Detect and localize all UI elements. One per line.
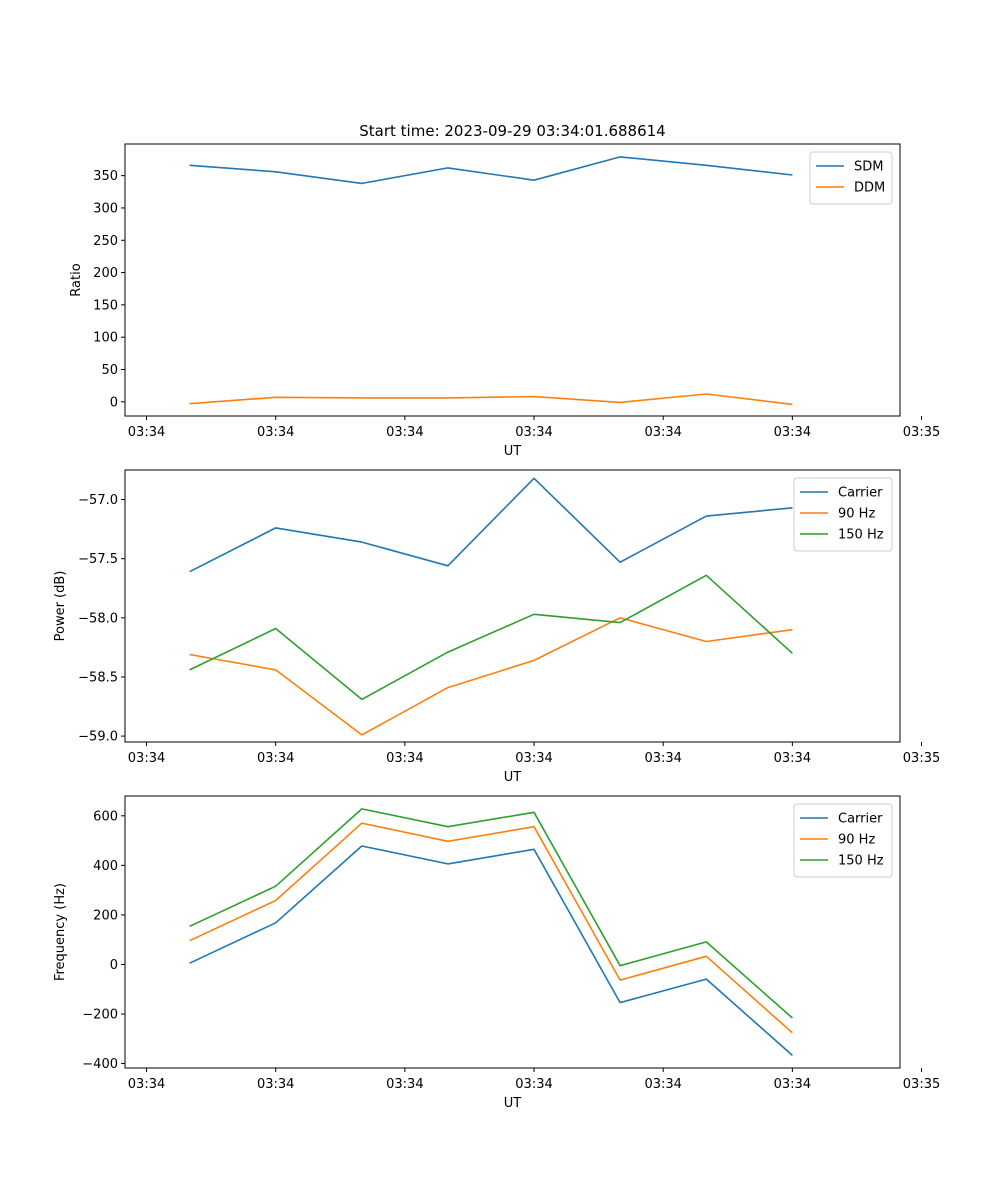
- y-tick-label: 250: [93, 234, 118, 249]
- x-tick-label: 03:34: [774, 1077, 811, 1092]
- y-tick-label: −57.0: [78, 493, 118, 508]
- legend-box: [793, 477, 893, 552]
- legend: Carrier 90 Hz 150 Hz: [793, 803, 893, 878]
- x-tick-label: 03:34: [644, 425, 681, 440]
- y-tick-label: 400: [93, 859, 118, 874]
- x-tick-label: 03:34: [128, 1077, 165, 1092]
- x-tick-label: 03:34: [128, 425, 165, 440]
- x-axis-label: UT: [504, 444, 522, 459]
- y-tick-label: 200: [93, 908, 118, 923]
- axes-frame: [124, 795, 901, 1069]
- x-tick-label: 03:34: [386, 425, 423, 440]
- y-tick-label: 350: [93, 169, 118, 184]
- y-tick-label: 0: [110, 958, 118, 973]
- legend-label: DDM: [854, 181, 885, 196]
- legend-box: [809, 151, 893, 205]
- y-tick-label: 50: [101, 363, 118, 378]
- chart-title: Start time: 2023-09-29 03:34:01.688614: [359, 122, 665, 140]
- y-tick-label: 0: [110, 395, 118, 410]
- x-tick-label: 03:34: [257, 1077, 294, 1092]
- series-line-ddm: [189, 393, 793, 406]
- legend-label: 90 Hz: [838, 833, 875, 848]
- x-tick-label: 03:34: [644, 751, 681, 766]
- x-tick-label: 03:34: [515, 1077, 552, 1092]
- x-axis-label: UT: [504, 770, 522, 785]
- series-line-90-hz: [189, 616, 793, 736]
- legend: SDM DDM: [809, 151, 893, 205]
- x-tick-label: 03:34: [128, 751, 165, 766]
- legend: Carrier 90 Hz 150 Hz: [793, 477, 893, 552]
- axes-frame: [124, 469, 901, 743]
- y-axis-label: Power (dB): [53, 571, 68, 642]
- axes-frame: [124, 143, 901, 417]
- y-tick-label: 100: [93, 331, 118, 346]
- y-tick-label: −400: [82, 1057, 118, 1072]
- series-line-carrier: [189, 845, 793, 1056]
- y-tick-label: −200: [82, 1007, 118, 1022]
- series-line-carrier: [189, 477, 793, 573]
- chart-panel-2: 03:34 03:34 03:34 03:34 03:34 03:34 03:35 −59.0…: [53, 469, 940, 785]
- x-tick-label: 03:34: [774, 425, 811, 440]
- series-line-150-hz: [189, 808, 793, 1019]
- x-tick-label: 03:35: [903, 751, 940, 766]
- legend-label: Carrier: [838, 812, 883, 827]
- legend-label: 150 Hz: [838, 528, 884, 543]
- chart-panel-3: 03:34 03:34 03:34 03:34 03:34 03:34 03:35 −400 −…: [53, 795, 940, 1111]
- chart-panel-1: Start time: 2023-09-29 03:34:01.68861403…: [69, 122, 940, 459]
- x-tick-label: 03:35: [903, 425, 940, 440]
- x-tick-label: 03:34: [515, 425, 552, 440]
- y-tick-label: −58.5: [78, 670, 118, 685]
- series-line-sdm: [189, 156, 793, 185]
- y-tick-label: −57.5: [78, 552, 118, 567]
- legend-label: 90 Hz: [838, 507, 875, 522]
- x-tick-label: 03:34: [257, 751, 294, 766]
- x-tick-label: 03:34: [257, 425, 294, 440]
- y-tick-label: 300: [93, 201, 118, 216]
- legend-box: [793, 803, 893, 878]
- x-tick-label: 03:34: [515, 751, 552, 766]
- y-tick-label: 150: [93, 298, 118, 313]
- y-tick-label: −59.0: [78, 730, 118, 745]
- series-line-90-hz: [189, 822, 793, 1034]
- x-tick-label: 03:34: [386, 751, 423, 766]
- legend-label: Carrier: [838, 486, 883, 501]
- x-tick-label: 03:35: [903, 1077, 940, 1092]
- y-tick-label: 600: [93, 809, 118, 824]
- legend-label: SDM: [854, 160, 883, 175]
- series-line-150-hz: [189, 574, 793, 701]
- x-axis-label: UT: [504, 1096, 522, 1111]
- y-tick-label: −58.0: [78, 611, 118, 626]
- legend-label: 150 Hz: [838, 854, 884, 869]
- y-axis-label: Ratio: [69, 263, 84, 296]
- x-tick-label: 03:34: [644, 1077, 681, 1092]
- x-tick-label: 03:34: [386, 1077, 423, 1092]
- y-axis-label: Frequency (Hz): [53, 883, 68, 981]
- y-tick-label: 200: [93, 266, 118, 281]
- x-tick-label: 03:34: [774, 751, 811, 766]
